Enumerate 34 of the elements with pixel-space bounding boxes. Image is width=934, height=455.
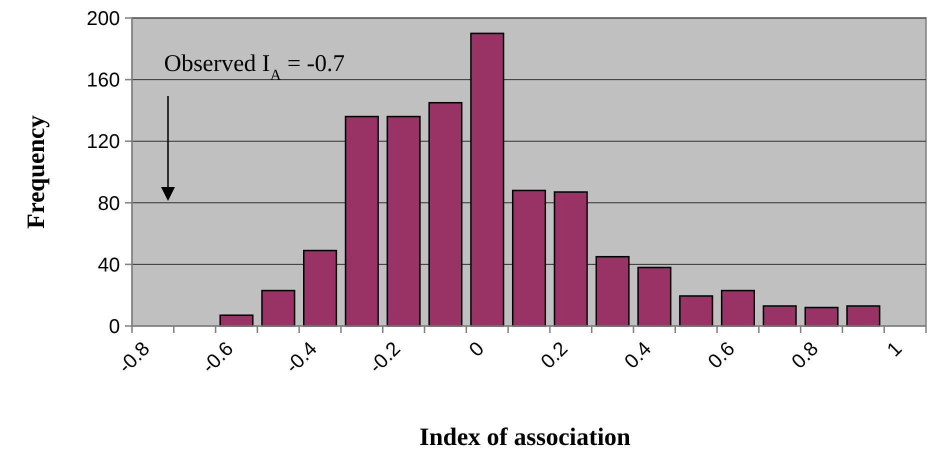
y-tick-label: 0 (108, 316, 120, 338)
x-tick-label: 0.6 (704, 338, 740, 374)
bar (846, 305, 880, 327)
x-tick-label: -0.4 (282, 338, 322, 378)
y-tick-label: 160 (86, 70, 120, 92)
bar (637, 266, 672, 327)
bar (261, 290, 296, 327)
y-tick-label: 200 (86, 8, 120, 30)
bar (762, 305, 797, 327)
bar (804, 306, 839, 327)
x-tick-label: -0.6 (198, 338, 238, 378)
bar (512, 190, 546, 327)
y-tick-label: 80 (98, 192, 120, 215)
bar (219, 314, 254, 327)
x-tick-label: 0.2 (537, 338, 572, 374)
y-axis-title: Frequency (23, 114, 50, 229)
y-tick-label: 40 (98, 254, 120, 276)
bar (470, 32, 504, 327)
x-tick-label: -0.2 (365, 338, 406, 378)
x-tick-label: 0.8 (788, 338, 823, 374)
x-axis-title: Index of association (419, 424, 631, 451)
bar (596, 256, 630, 327)
bar (679, 295, 714, 327)
bar (344, 116, 379, 327)
x-tick-label: 0.4 (620, 338, 656, 374)
x-tick-label: -0.8 (114, 338, 154, 378)
x-tick-label: 1 (883, 338, 907, 362)
bar (720, 290, 755, 327)
bar (386, 116, 421, 327)
y-tick-label: 120 (86, 131, 120, 154)
bar (303, 250, 338, 327)
x-tick-label: 0 (465, 338, 489, 362)
bar (428, 102, 462, 327)
bar (554, 191, 588, 327)
